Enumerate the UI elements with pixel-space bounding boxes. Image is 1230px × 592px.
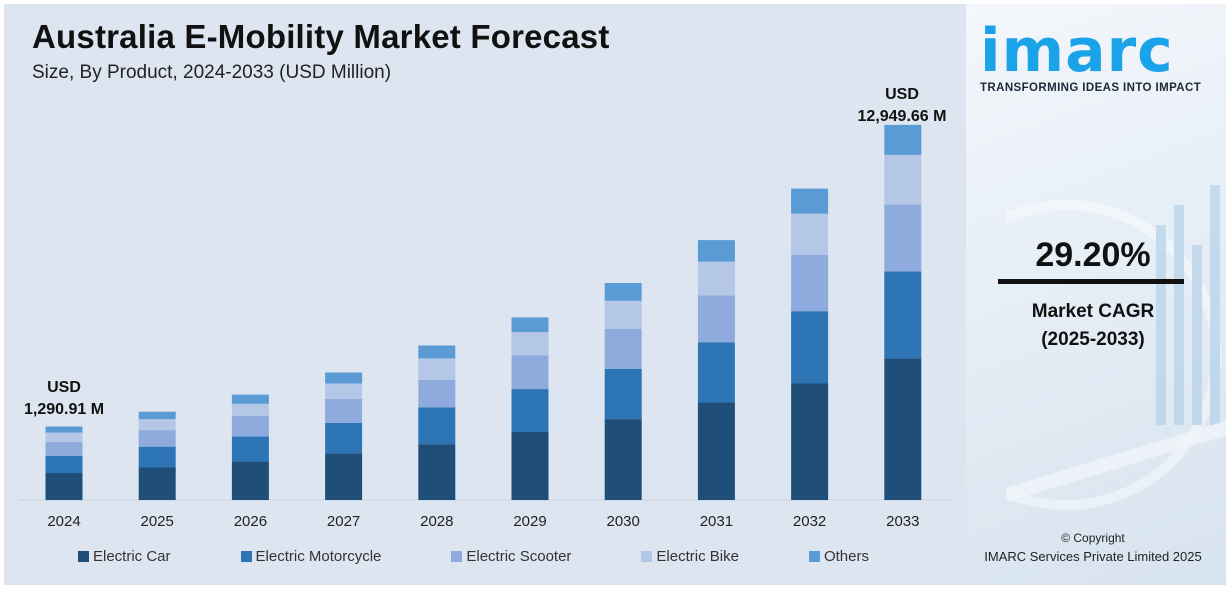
legend-item-electric-motorcycle: Electric Motorcycle [240, 548, 382, 565]
chart-subtitle: Size, By Product, 2024-2033 (USD Million… [32, 62, 392, 83]
bar-segment-electric-car-2032 [791, 383, 829, 500]
bar-segment-electric-bike-2028 [418, 358, 456, 380]
bar-segment-electric-car-2029 [511, 432, 549, 500]
background-chart-graphic [1006, 185, 1226, 510]
bar-segment-electric-motorcycle-2030 [604, 368, 642, 420]
bar-segment-electric-motorcycle-2029 [511, 389, 549, 432]
legend-label: Electric Bike [656, 548, 739, 565]
bar-segment-electric-scooter-2030 [604, 329, 642, 369]
legend-item-electric-car: Electric Car [78, 548, 171, 565]
x-tick-label-2028: 2028 [420, 513, 453, 530]
legend-swatch [240, 551, 252, 562]
bar-segment-electric-scooter-2029 [511, 355, 549, 390]
logo-tagline: TRANSFORMING IDEAS INTO IMPACT [980, 82, 1202, 94]
bar-segment-electric-bike-2026 [231, 403, 269, 417]
bar-segment-others-2029 [511, 317, 549, 333]
bar-segment-electric-scooter-2033 [884, 204, 922, 272]
bar-segment-electric-car-2024 [45, 473, 83, 500]
bar-segment-electric-car-2026 [231, 461, 269, 500]
end-callout-currency: USD [885, 86, 919, 103]
x-tick-label-2033: 2033 [886, 513, 919, 530]
cagr-label-line1: Market CAGR [1031, 301, 1155, 322]
legend-item-electric-bike: Electric Bike [641, 548, 739, 565]
bar-segment-electric-motorcycle-2027 [325, 422, 363, 454]
bar-segment-electric-scooter-2032 [791, 254, 829, 312]
bar-segment-electric-scooter-2025 [138, 430, 176, 447]
bar-segment-electric-bike-2031 [697, 261, 735, 296]
x-tick-label-2027: 2027 [327, 513, 360, 530]
cagr-divider [998, 279, 1184, 284]
x-tick-label-2032: 2032 [793, 513, 826, 530]
legend-swatch [78, 551, 89, 562]
legend-swatch [808, 551, 820, 562]
x-tick-label-2030: 2030 [607, 513, 640, 530]
bar-segment-electric-car-2030 [604, 419, 642, 500]
bar-segment-electric-bike-2029 [511, 332, 549, 356]
bar-segment-electric-motorcycle-2031 [697, 342, 735, 403]
bar-segment-electric-motorcycle-2032 [791, 311, 829, 384]
bar-segment-electric-motorcycle-2033 [884, 271, 922, 359]
bar-segment-electric-motorcycle-2026 [231, 436, 269, 462]
bar-segment-others-2031 [697, 240, 735, 262]
cagr-label: Market CAGR (2025-2033) [966, 298, 1220, 354]
logo-wordmark: imarc [980, 16, 1174, 86]
bar-segment-others-2027 [325, 372, 363, 384]
legend-item-electric-scooter: Electric Scooter [451, 548, 571, 565]
bar-segment-electric-bike-2032 [791, 213, 829, 255]
bar-segment-others-2033 [884, 124, 922, 155]
bar-segment-electric-bike-2027 [325, 383, 363, 399]
cagr-value: 29.20% [1035, 236, 1151, 274]
bar-segment-others-2026 [231, 394, 269, 404]
x-tick-label-2029: 2029 [513, 513, 546, 530]
legend-item-others: Others [808, 548, 869, 565]
bar-segment-others-2028 [418, 345, 456, 359]
imarc-logo: imarc TRANSFORMING IDEAS INTO IMPACT [980, 18, 1210, 94]
bar-segment-electric-motorcycle-2028 [418, 407, 456, 445]
bars-group [45, 124, 922, 500]
legend-label: Others [823, 548, 869, 565]
legend-label: Electric Motorcycle [255, 548, 382, 565]
bar-segment-others-2024 [45, 426, 83, 433]
start-callout-value: 1,290.91 M [24, 401, 104, 418]
x-tick-label-2025: 2025 [141, 513, 174, 530]
bar-segment-electric-motorcycle-2024 [45, 455, 83, 474]
chart-title: Australia E-Mobility Market Forecast [32, 18, 610, 55]
bar-segment-electric-car-2031 [697, 402, 735, 500]
bar-segment-electric-scooter-2028 [418, 379, 456, 408]
bar-segment-electric-scooter-2027 [325, 398, 363, 423]
x-tick-label-2031: 2031 [700, 513, 733, 530]
bar-segment-electric-scooter-2026 [231, 416, 269, 437]
x-axis-labels: 2024 2025 2026 2027 2028 2029 2030 2031 2032 2033 [47, 513, 919, 530]
start-callout-currency: USD [47, 379, 81, 396]
legend-label: Electric Scooter [466, 548, 572, 565]
side-panel: imarc TRANSFORMING IDEAS INTO IMPACT 29.… [966, 4, 1226, 585]
legend-label: Electric Car [93, 548, 171, 565]
bar-segment-others-2030 [604, 283, 642, 301]
chart-legend: Electric Car Electric Motorcycle Electri… [78, 548, 869, 565]
bar-segment-electric-car-2028 [418, 444, 456, 500]
bar-segment-others-2032 [791, 188, 829, 214]
bar-segment-electric-car-2027 [325, 453, 363, 500]
bar-segment-electric-motorcycle-2025 [138, 446, 176, 468]
x-tick-label-2024: 2024 [47, 513, 80, 530]
bar-segment-electric-bike-2024 [45, 432, 83, 442]
bar-segment-others-2025 [138, 411, 176, 420]
bar-segment-electric-car-2025 [138, 467, 176, 500]
stacked-bar-chart: 2024 2025 2026 2027 2028 2029 2030 2031 2032 2033… [18, 86, 952, 530]
end-callout-value: 12,949.66 M [858, 108, 947, 125]
bar-segment-electric-bike-2033 [884, 154, 922, 205]
bar-segment-electric-bike-2025 [138, 419, 176, 431]
x-tick-label-2026: 2026 [234, 513, 267, 530]
legend-swatch [451, 551, 463, 562]
bar-segment-electric-bike-2030 [604, 300, 642, 329]
bar-segment-electric-scooter-2031 [697, 295, 735, 343]
bar-segment-electric-car-2033 [884, 358, 922, 500]
copyright-text: © Copyright [1061, 531, 1125, 545]
legend-swatch [641, 551, 653, 562]
company-name: IMARC Services Private Limited 2025 [984, 549, 1202, 564]
bar-segment-electric-scooter-2024 [45, 441, 83, 456]
cagr-label-line2: (2025-2033) [1041, 329, 1145, 350]
